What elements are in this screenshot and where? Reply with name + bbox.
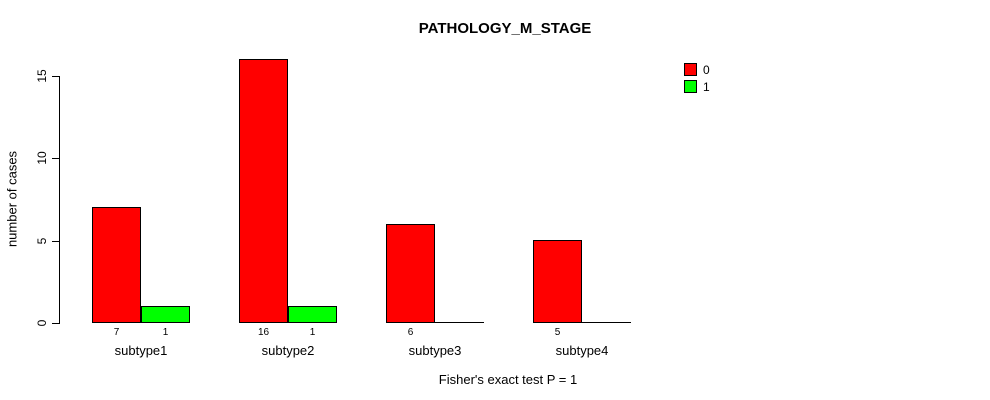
y-tick-label: 0: [35, 319, 49, 327]
bar-subtype2-series1: [288, 306, 337, 323]
bar-value-label: 5: [554, 327, 561, 338]
legend-swatch-1: [684, 80, 697, 93]
category-label-subtype1: subtype1: [114, 343, 168, 358]
y-axis-label: number of cases: [4, 150, 20, 248]
legend-label: 0: [703, 62, 710, 77]
chart-title: PATHOLOGY_M_STAGE: [418, 20, 592, 37]
bar-value-label: 1: [162, 327, 169, 338]
bar-subtype3-series0: [386, 224, 435, 323]
y-tick: [52, 323, 59, 324]
bar-value-label: 16: [257, 327, 270, 338]
y-tick-label: 10: [35, 151, 49, 165]
bar-subtype3-series1: [435, 322, 484, 323]
bar-value-label: 7: [113, 327, 120, 338]
y-tick: [52, 158, 59, 159]
bar-value-label: 1: [309, 327, 316, 338]
legend-item-1: 1: [684, 79, 710, 94]
legend-swatch-0: [684, 63, 697, 76]
y-tick: [52, 76, 59, 77]
bar-subtype1-series1: [141, 306, 190, 323]
category-label-subtype4: subtype4: [555, 343, 609, 358]
y-tick-label: 5: [35, 237, 49, 245]
legend-item-0: 0: [684, 62, 710, 77]
y-axis-line: [59, 75, 60, 324]
bar-value-label: 6: [407, 327, 414, 338]
y-tick: [52, 241, 59, 242]
bar-subtype1-series0: [92, 207, 141, 323]
bar-subtype4-series1: [582, 322, 631, 323]
legend-label: 1: [703, 79, 710, 94]
fisher-test-annotation: Fisher's exact test P = 1: [438, 372, 578, 387]
bar-subtype4-series0: [533, 240, 582, 323]
bar-subtype2-series0: [239, 59, 288, 323]
y-tick-label: 15: [35, 69, 49, 83]
category-label-subtype3: subtype3: [408, 343, 462, 358]
category-label-subtype2: subtype2: [261, 343, 315, 358]
